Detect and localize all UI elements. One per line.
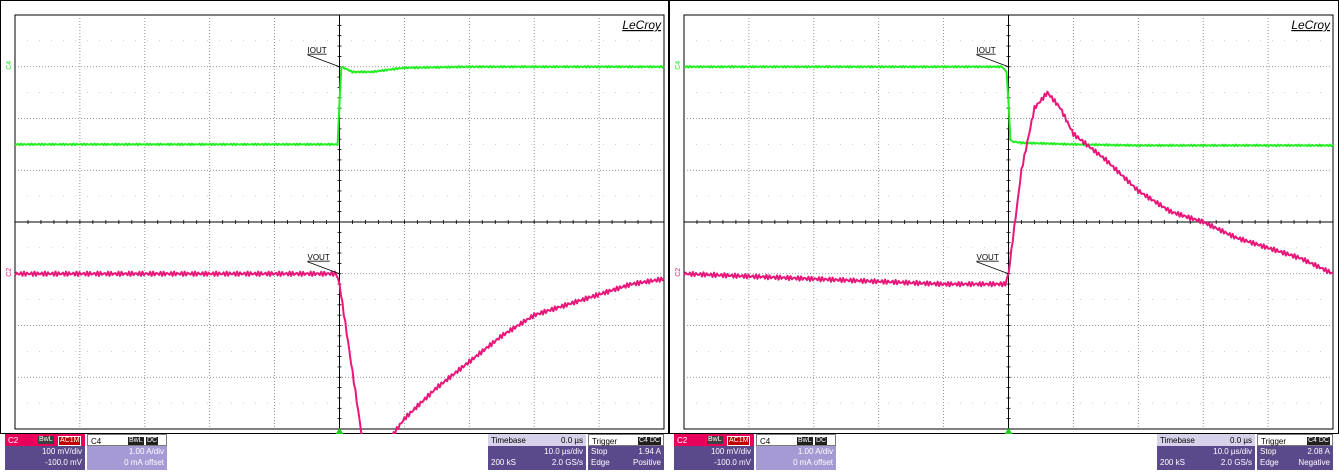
channel-c2-info: C2 BwL AC1M 100 mV/div -100.0 mV	[674, 434, 754, 470]
scope-capture-left: LeCroy C4 C2 IOUT VOUT C2 BwL AC1M 100 mV/di…	[0, 0, 669, 475]
channel-marker-c2: C2	[675, 268, 682, 277]
scope-capture-right: LeCroy C4 C2 IOUT VOUT C2 BwL AC1M 100 mV/di…	[669, 0, 1339, 475]
bandwidth-badge: BwL	[797, 437, 813, 445]
trace-iout	[14, 65, 665, 147]
coupling-badge: DC	[146, 437, 159, 445]
channel-label: C2	[677, 436, 688, 445]
scope-frame	[0, 0, 669, 434]
trigger-level: 2.08 A	[1307, 447, 1330, 456]
trigger-position-marker	[335, 428, 344, 434]
timebase-label: Timebase	[1160, 436, 1195, 445]
annotation-leader	[307, 261, 340, 275]
channel-scale: 100 mV/div	[710, 447, 751, 456]
timebase-rate: 2.0 GS/s	[551, 458, 583, 467]
trigger-info: Trigger C4 DC Stop 2.08 A Edge Negative	[1257, 434, 1333, 470]
channel-offset: -100.0 mV	[45, 458, 82, 467]
annotation-leader	[307, 54, 340, 68]
channel-scale: 1.00 A/div	[128, 447, 164, 456]
channel-marker-c4: C4	[6, 61, 13, 70]
timebase-rate: 2.0 GS/s	[1220, 458, 1252, 467]
timebase-samples: 200 kS	[1160, 458, 1185, 467]
channel-label: C2	[8, 436, 19, 445]
scope-plot: LeCroy C4 C2 IOUT VOUT	[669, 0, 1339, 434]
channel-marker-c4: C4	[675, 61, 682, 70]
channel-marker-c2: C2	[6, 268, 13, 277]
coupling-badge: DC	[815, 437, 828, 445]
timebase-delay: 0.0 µs	[561, 436, 583, 445]
timebase-div: 10.0 µs/div	[544, 447, 583, 456]
trace-vout	[683, 90, 1334, 288]
timebase-info: Timebase 0.0 µs 10.0 µs/div 200 kS 2.0 G…	[488, 434, 586, 470]
channel-scale: 1.00 A/div	[797, 447, 833, 456]
trace-iout	[683, 65, 1334, 148]
trigger-type: Edge	[1260, 458, 1279, 467]
trace-vout	[14, 270, 665, 434]
scope-plot: LeCroy C4 C2 IOUT VOUT	[0, 0, 669, 434]
trigger-type: Edge	[591, 458, 610, 467]
channel-label: C4	[91, 437, 102, 446]
channel-c2-info: C2 BwL AC1M 100 mV/div -100.0 mV	[5, 434, 85, 470]
annotation-iout: IOUT	[977, 46, 996, 55]
timebase-samples: 200 kS	[491, 458, 516, 467]
trigger-source-badge: C4 DC	[637, 437, 661, 445]
trigger-mode: Stop	[1260, 447, 1277, 456]
trigger-mode: Stop	[591, 447, 608, 456]
bandwidth-badge: BwL	[128, 437, 144, 445]
channel-scale: 100 mV/div	[41, 447, 82, 456]
trigger-info: Trigger C4 DC Stop 1.94 A Edge Positive	[588, 434, 664, 470]
trigger-slope: Positive	[632, 458, 661, 467]
annotation-vout: VOUT	[308, 253, 330, 262]
channel-c4-info: C4 BwL DC 1.00 A/div 0 mA offset	[756, 434, 836, 470]
channel-label: C4	[760, 437, 771, 446]
coupling-badge: AC1M	[58, 436, 82, 446]
timebase-info: Timebase 0.0 µs 10.0 µs/div 200 kS 2.0 G…	[1157, 434, 1255, 470]
brand-logo: LeCroy	[622, 18, 662, 32]
channel-offset: 0 mA offset	[124, 458, 164, 467]
trigger-position-marker	[1004, 428, 1013, 434]
timebase-delay: 0.0 µs	[1230, 436, 1252, 445]
timebase-label: Timebase	[491, 436, 526, 445]
trigger-slope: Negative	[1298, 458, 1330, 467]
bandwidth-badge: BwL	[707, 436, 723, 444]
coupling-badge: AC1M	[727, 436, 751, 446]
trigger-label: Trigger	[592, 437, 618, 446]
trigger-level: 1.94 A	[638, 447, 661, 456]
trigger-source-badge: C4 DC	[1306, 437, 1330, 445]
annotation-vout: VOUT	[977, 253, 999, 262]
bandwidth-badge: BwL	[38, 436, 54, 444]
annotation-iout: IOUT	[308, 46, 327, 55]
channel-offset: -100.0 mV	[714, 458, 751, 467]
channel-offset: 0 mA offset	[793, 458, 833, 467]
brand-logo: LeCroy	[1291, 18, 1331, 32]
trigger-label: Trigger	[1261, 437, 1287, 446]
channel-c4-info: C4 BwL DC 1.00 A/div 0 mA offset	[87, 434, 167, 470]
annotation-leader	[976, 261, 1009, 275]
annotation-leader	[976, 54, 1009, 68]
scope-frame	[669, 0, 1339, 434]
timebase-div: 10.0 µs/div	[1213, 447, 1252, 456]
